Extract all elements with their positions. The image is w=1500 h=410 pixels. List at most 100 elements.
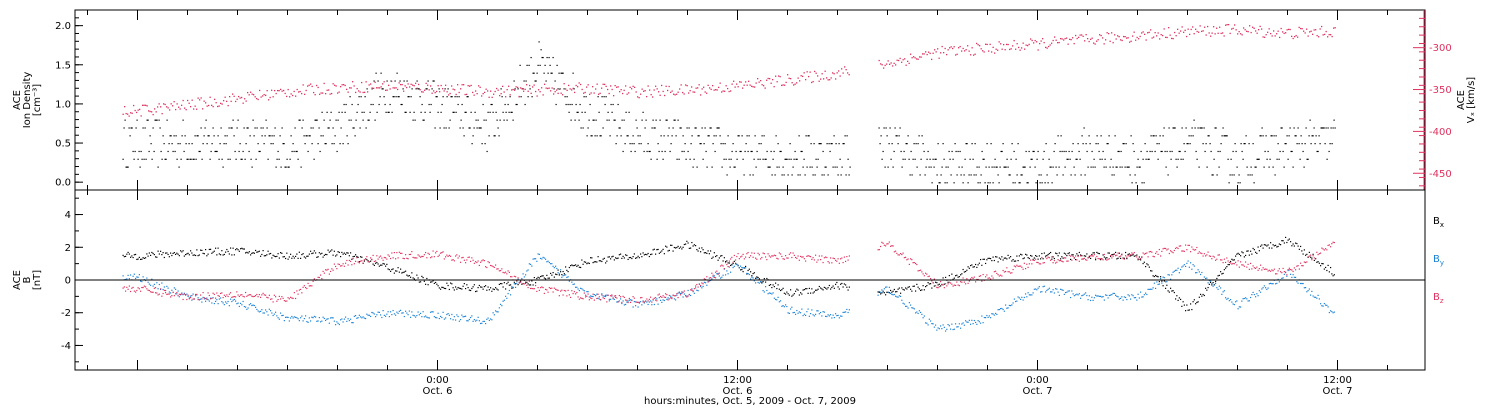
- ion-density-point: [900, 150, 902, 153]
- b-field-point: [500, 270, 502, 272]
- b-field-point: [707, 250, 709, 252]
- b-field-point: [123, 286, 125, 288]
- ion-density-point: [718, 127, 720, 129]
- b-field-point: [480, 322, 482, 325]
- b-field-point: [683, 243, 685, 246]
- ion-density-point: [768, 166, 770, 168]
- ion-density-point: [1005, 166, 1007, 168]
- ion-density-point: [1124, 166, 1126, 168]
- b-field-point: [235, 300, 237, 302]
- b-field-point: [215, 300, 217, 303]
- ion-density-point: [577, 111, 579, 113]
- b-field-point: [1117, 296, 1119, 298]
- vx-point: [824, 70, 826, 72]
- b-field-point: [165, 292, 167, 294]
- ion-density-point: [756, 150, 758, 153]
- ion-density-point: [883, 127, 885, 129]
- b-field-point: [261, 253, 263, 256]
- b-field-point: [1156, 281, 1158, 283]
- b-field-point: [1123, 296, 1125, 298]
- vx-point: [203, 100, 205, 102]
- b-field-point: [601, 293, 603, 295]
- b-field-point: [345, 316, 347, 318]
- ion-density-point: [379, 96, 381, 98]
- b-field-point: [341, 265, 343, 267]
- vx-point: [1108, 32, 1110, 35]
- ion-density-point: [993, 166, 995, 168]
- ion-density-point: [297, 158, 299, 160]
- b-field-point: [470, 260, 472, 262]
- ion-density-point: [483, 119, 485, 121]
- b-field-point: [358, 261, 360, 263]
- vx-point: [716, 89, 718, 91]
- ion-density-point: [818, 143, 820, 145]
- b-field-point: [996, 313, 998, 316]
- b-field-point: [1175, 247, 1177, 249]
- b-field-point: [542, 275, 544, 277]
- ion-density-point: [1015, 158, 1017, 160]
- ion-density-point: [653, 127, 655, 129]
- ion-density-point: [666, 119, 668, 121]
- ion-density-point: [821, 174, 823, 176]
- b-field-point: [276, 315, 278, 317]
- ion-density-point: [783, 174, 785, 176]
- ion-density-point: [302, 119, 304, 121]
- b-field-point: [665, 293, 667, 295]
- ion-density-point: [252, 119, 254, 121]
- b-field-point: [558, 273, 560, 275]
- ion-density-point: [1248, 143, 1250, 145]
- b-field-point: [296, 317, 298, 319]
- vx-point: [701, 88, 703, 90]
- vx-point: [557, 92, 559, 95]
- b-field-point: [212, 251, 214, 253]
- b-field-point: [661, 250, 663, 252]
- b-field-point: [816, 310, 818, 312]
- b-field-point: [388, 255, 390, 257]
- ion-density-point: [965, 143, 967, 145]
- vx-point: [685, 84, 687, 86]
- ion-density-point: [1244, 143, 1246, 145]
- vx-point: [146, 105, 148, 107]
- b-field-point: [463, 315, 465, 318]
- b-field-point: [626, 299, 628, 301]
- vx-point: [491, 96, 493, 99]
- b-field-point: [816, 289, 818, 291]
- ion-density-point: [1112, 166, 1114, 168]
- b-field-point: [478, 284, 480, 287]
- b-field-point: [285, 300, 287, 302]
- ion-density-point: [381, 88, 383, 90]
- ion-density-point: [750, 150, 752, 153]
- b-field-point: [262, 292, 264, 294]
- vx-point: [317, 86, 319, 89]
- b-field-point: [671, 297, 673, 300]
- vx-point: [443, 90, 445, 92]
- b-field-point: [1040, 291, 1042, 293]
- b-field-point: [1217, 254, 1219, 256]
- vx-point: [565, 88, 567, 90]
- vx-point: [1208, 32, 1210, 34]
- b-field-point: [216, 299, 218, 301]
- b-field-point: [740, 265, 742, 267]
- b-field-point: [186, 253, 188, 255]
- b-field-point: [780, 300, 782, 302]
- b-field-point: [600, 299, 602, 301]
- vx-point: [140, 115, 142, 117]
- b-field-point: [1195, 249, 1197, 251]
- b-field-point: [1090, 257, 1092, 260]
- ion-density-point: [1000, 150, 1002, 153]
- b-field-point: [650, 296, 652, 298]
- b-field-point: [948, 281, 950, 283]
- b-field-point: [420, 256, 422, 258]
- vx-point: [814, 70, 816, 73]
- ion-density-point: [161, 158, 163, 160]
- ion-density-point: [285, 166, 287, 168]
- ion-density-point: [273, 135, 275, 137]
- ion-density-point: [1050, 166, 1052, 168]
- ion-density-point: [407, 96, 409, 98]
- b-field-point: [642, 300, 644, 302]
- ion-density-point: [1056, 174, 1058, 176]
- vx-point: [1231, 28, 1233, 30]
- ion-density-point: [500, 88, 502, 90]
- b-field-point: [336, 268, 338, 270]
- b-field-point: [375, 262, 377, 264]
